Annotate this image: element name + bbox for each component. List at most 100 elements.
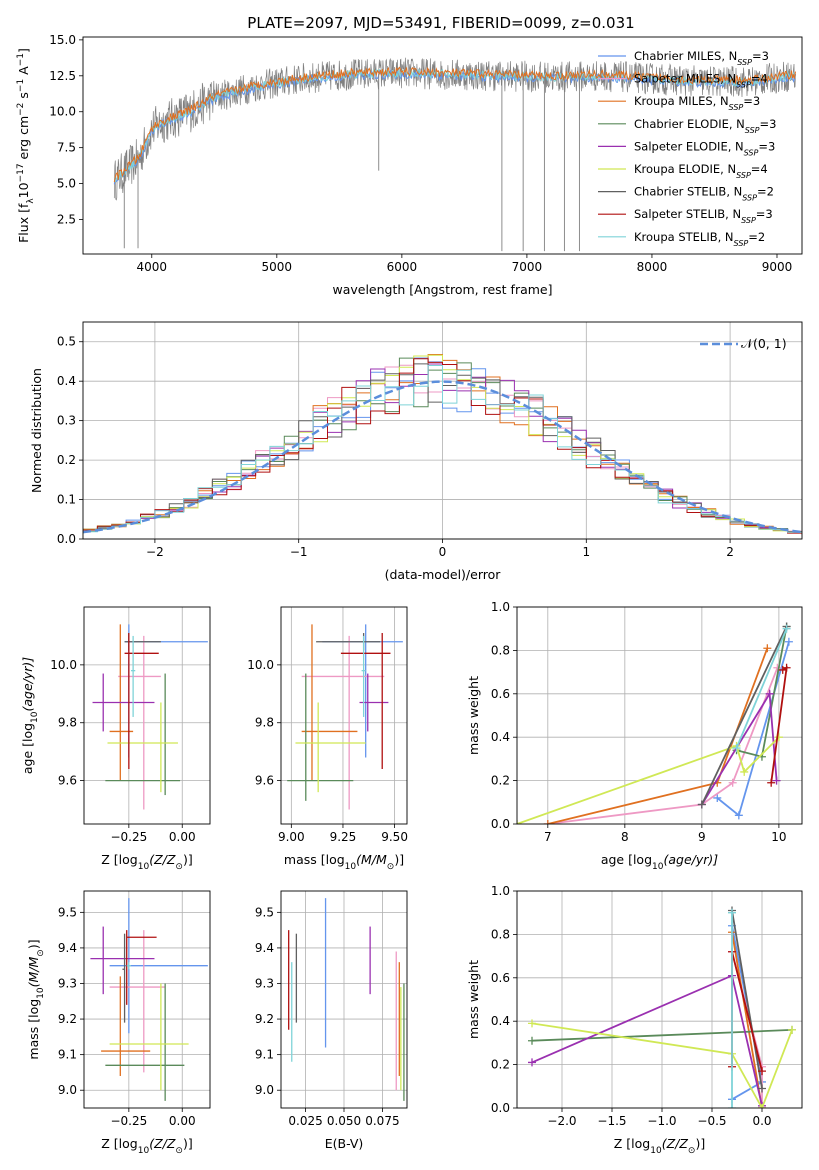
data-point xyxy=(361,635,366,717)
x-tick-label: 9.00 xyxy=(278,830,305,844)
spectrum-legend: Chabrier MILES, NSSP=3 Salpeter MILES, NS… xyxy=(598,49,776,247)
age-vs-Z-x-label: Z [log10(Z/Z⊙)] xyxy=(101,852,192,872)
data-point xyxy=(109,983,189,1091)
x-tick-label: 6000 xyxy=(387,260,418,274)
y-tick-label: 9.2 xyxy=(255,1012,274,1026)
legend-label: Salpeter STELIB, NSSP=3 xyxy=(634,207,773,225)
x-tick-label: −0.25 xyxy=(110,1114,147,1128)
x-tick-label: 0 xyxy=(439,545,447,559)
mass-vs-Z-plot-area xyxy=(90,898,208,1101)
y-tick-label: 15.0 xyxy=(49,33,76,47)
weight-marker xyxy=(740,767,749,776)
weight-marker xyxy=(765,689,774,698)
x-tick-label: −2.0 xyxy=(547,1114,576,1128)
weight-marker xyxy=(713,793,722,802)
mass-vs-ebv-chart: 0.025 0.050 0.075 9.0 9.1 9.2 9.3 9.4 9.5 E(B-V) xyxy=(255,890,408,1151)
age-vs-Z-plot-area xyxy=(92,624,208,810)
weight-marker xyxy=(778,665,787,674)
weight-vs-age-plot-area xyxy=(517,622,793,824)
x-tick-label: 0.075 xyxy=(365,1114,399,1128)
weight-marker xyxy=(774,733,783,742)
weight-vs-age-x-label: age [log10(age/yr)] xyxy=(601,852,718,872)
age-vs-Z-y-label: age [log10(age/yr)] xyxy=(20,657,40,774)
weight-series-line xyxy=(735,628,788,749)
x-tick-label: 8000 xyxy=(637,260,668,274)
x-tick-label: 8 xyxy=(621,830,629,844)
weight-marker xyxy=(788,1025,796,1034)
residual-histogram xyxy=(83,365,802,534)
weight-marker xyxy=(697,800,706,809)
weight-vs-age-chart: 7 8 9 10 0.0 0.2 0.4 0.6 0.8 1.0 age [log10(age/yr… xyxy=(466,600,803,872)
spectrum-chart: 4000 5000 6000 7000 8000 9000 2.5 5.0 7.5 10.0 12.… xyxy=(16,33,803,297)
data-point xyxy=(359,673,389,732)
x-tick-label: 7 xyxy=(544,830,552,844)
x-tick-label: 2 xyxy=(726,545,734,559)
data-point xyxy=(124,633,159,770)
y-tick-label: 0.0 xyxy=(491,817,510,831)
legend-label: Kroupa STELIB, NSSP=2 xyxy=(634,230,765,248)
y-tick-label: 0.8 xyxy=(491,643,510,657)
data-point xyxy=(316,633,381,651)
data-point xyxy=(105,983,185,1101)
age-vs-mass-plot-area xyxy=(287,624,403,810)
y-tick-label: 0.0 xyxy=(491,1101,510,1115)
y-tick-label: 0.6 xyxy=(491,971,510,985)
figure-title: PLATE=2097, MJD=53491, FIBERID=0099, z=0… xyxy=(247,14,634,32)
weight-series-line xyxy=(701,690,778,805)
y-tick-label: 9.1 xyxy=(58,1048,77,1062)
x-tick-label: −1.0 xyxy=(647,1114,676,1128)
y-tick-label: 0.4 xyxy=(57,374,76,388)
y-tick-label: 5.0 xyxy=(57,177,76,191)
spectrum-x-label: wavelength [Angstrom, rest frame] xyxy=(332,282,552,297)
data-point xyxy=(287,673,354,801)
y-tick-label: 10.0 xyxy=(49,105,76,119)
x-tick-label: 0.00 xyxy=(169,1114,196,1128)
axes-frame xyxy=(516,606,803,825)
axes-frame xyxy=(83,606,211,825)
legend-label: Chabrier ELODIE, NSSP=3 xyxy=(634,117,776,135)
weight-marker xyxy=(528,1019,536,1028)
axes-frame xyxy=(82,321,803,540)
legend-label: Chabrier MILES, NSSP=3 xyxy=(634,49,769,67)
weight-series-line xyxy=(731,910,763,1089)
x-tick-label: 10 xyxy=(771,830,786,844)
y-tick-label: 9.6 xyxy=(58,774,77,788)
x-tick-label: −1 xyxy=(290,545,308,559)
x-tick-label: 4000 xyxy=(137,260,168,274)
weight-marker xyxy=(528,1058,536,1067)
x-tick-label: 5000 xyxy=(262,260,293,274)
weight-marker xyxy=(543,820,552,824)
y-tick-label: 9.3 xyxy=(58,976,77,990)
data-point xyxy=(109,930,166,1073)
residuals-plot-area xyxy=(83,354,802,536)
residuals-x-label: (data-model)/error xyxy=(385,567,502,582)
x-tick-label: −1.5 xyxy=(597,1114,626,1128)
data-point xyxy=(92,673,155,732)
weight-marker xyxy=(728,778,737,787)
legend-label: Kroupa ELODIE, NSSP=4 xyxy=(634,162,768,180)
y-tick-label: 7.5 xyxy=(57,141,76,155)
data-point xyxy=(130,635,136,717)
y-tick-label: 9.5 xyxy=(255,905,274,919)
weight-series-line xyxy=(531,1022,793,1108)
axes-frame xyxy=(280,890,408,1109)
weight-marker xyxy=(758,1084,766,1093)
y-tick-label: 0.2 xyxy=(491,1058,510,1072)
weight-series-line xyxy=(531,1029,793,1042)
weight-marker xyxy=(767,778,776,787)
x-tick-label: 9000 xyxy=(762,260,793,274)
y-tick-label: 9.0 xyxy=(255,1083,274,1097)
mass-vs-Z-y-label: mass [log10(M/M⊙)] xyxy=(26,939,46,1059)
weight-series-line xyxy=(731,951,763,1072)
y-tick-label: 9.4 xyxy=(255,941,274,955)
weight-series-line xyxy=(731,932,763,1108)
weight-marker xyxy=(732,744,741,753)
data-point xyxy=(90,926,155,995)
data-point xyxy=(124,633,161,651)
y-tick-label: 0.2 xyxy=(491,774,510,788)
y-tick-label: 9.6 xyxy=(255,774,274,788)
x-tick-label: 9.50 xyxy=(381,830,408,844)
weight-vs-Z-plot-area xyxy=(528,906,796,1108)
spectrum-plot-area xyxy=(113,57,796,252)
